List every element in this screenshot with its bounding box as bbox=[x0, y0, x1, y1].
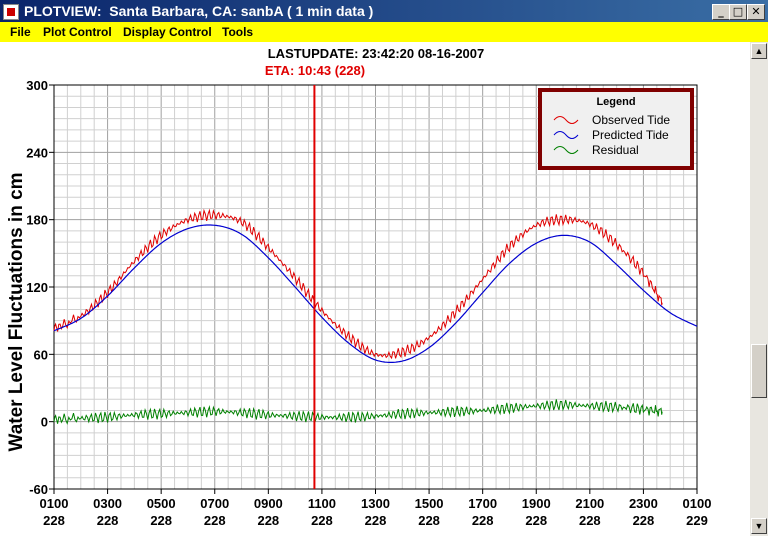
last-update-text: LASTUPDATE: 23:42:20 08-16-2007 bbox=[268, 46, 485, 61]
series-group bbox=[53, 208, 698, 425]
x-tick-label-day: 228 bbox=[43, 513, 65, 528]
legend-swatch bbox=[553, 131, 579, 139]
y-tick-label: 120 bbox=[26, 280, 48, 295]
x-tick-label-time: 1900 bbox=[522, 496, 551, 511]
x-tick-label-time: 0100 bbox=[40, 496, 69, 511]
y-tick-label: 60 bbox=[34, 347, 48, 362]
x-tick-label-time: 0500 bbox=[147, 496, 176, 511]
scroll-down-button[interactable]: ▼ bbox=[751, 518, 767, 534]
x-tick-label-time: 0100 bbox=[683, 496, 712, 511]
x-tick-label-time: 0900 bbox=[254, 496, 283, 511]
title-bar: PLOTVIEW: Santa Barbara, CA: sanbA ( 1 m… bbox=[0, 0, 768, 22]
legend-entry: Residual bbox=[592, 143, 639, 157]
tide-chart: LASTUPDATE: 23:42:20 08-16-2007 ETA: 10:… bbox=[6, 46, 711, 528]
minimize-button[interactable]: _ bbox=[712, 4, 730, 20]
y-tick-label: 240 bbox=[26, 145, 48, 160]
residual-line bbox=[53, 399, 663, 425]
y-tick-label: 0 bbox=[41, 415, 48, 430]
x-tick-label-day: 228 bbox=[579, 513, 601, 528]
scroll-up-button[interactable]: ▲ bbox=[751, 43, 767, 59]
menu-bar: File Plot Control Display Control Tools bbox=[0, 22, 768, 42]
x-tick-label-time: 1100 bbox=[308, 496, 336, 511]
legend-title: Legend bbox=[596, 96, 635, 108]
x-tick-label-time: 1500 bbox=[415, 496, 444, 511]
y-tick-label: 180 bbox=[26, 213, 48, 228]
y-tick-label: -60 bbox=[29, 482, 48, 497]
observed-tide-line bbox=[53, 208, 663, 360]
x-tick-label-day: 228 bbox=[257, 513, 279, 528]
menu-display-control[interactable]: Display Control bbox=[123, 25, 212, 39]
maximize-button[interactable]: □ bbox=[729, 4, 747, 20]
x-tick-label-day: 229 bbox=[686, 513, 708, 528]
y-axis-label: Water Level Fluctuations in cm bbox=[6, 172, 27, 451]
x-tick-label-time: 1300 bbox=[361, 496, 390, 511]
x-tick-label-time: 0300 bbox=[93, 496, 122, 511]
legend-entry: Observed Tide bbox=[592, 113, 670, 127]
x-tick-label-day: 228 bbox=[204, 513, 226, 528]
x-tick-label-day: 228 bbox=[311, 513, 333, 528]
x-tick-label-day: 228 bbox=[365, 513, 387, 528]
x-tick-label-time: 2100 bbox=[575, 496, 604, 511]
x-tick-label-day: 228 bbox=[97, 513, 119, 528]
legend-box bbox=[538, 88, 694, 170]
legend-entry: Predicted Tide bbox=[592, 128, 669, 142]
menu-tools[interactable]: Tools bbox=[222, 25, 254, 39]
x-tick-label-day: 228 bbox=[525, 513, 547, 528]
x-tick-label-day: 228 bbox=[472, 513, 494, 528]
menu-file[interactable]: File bbox=[10, 25, 31, 39]
scroll-thumb[interactable] bbox=[751, 344, 767, 398]
x-tick-label-time: 1700 bbox=[468, 496, 497, 511]
legend-swatch bbox=[553, 146, 579, 154]
x-tick-label-time: 2300 bbox=[629, 496, 658, 511]
x-tick-label-time: 0700 bbox=[200, 496, 229, 511]
x-tick-label-day: 228 bbox=[418, 513, 440, 528]
vertical-scrollbar[interactable]: ▲ ▼ bbox=[750, 42, 768, 536]
x-tick-label-day: 228 bbox=[633, 513, 655, 528]
window-title: PLOTVIEW: Santa Barbara, CA: sanbA ( 1 m… bbox=[24, 3, 374, 19]
legend-swatch bbox=[553, 116, 579, 124]
close-button[interactable]: ✕ bbox=[747, 4, 765, 20]
axes: -60 0 60 120 180 240 300 0100 228 0300 228 0500 228 0… bbox=[26, 78, 711, 528]
predicted-tide-line bbox=[53, 224, 698, 363]
eta-text: ETA: 10:43 (228) bbox=[265, 63, 365, 78]
x-tick-label-day: 228 bbox=[150, 513, 172, 528]
menu-plot-control[interactable]: Plot Control bbox=[43, 25, 112, 39]
app-icon[interactable] bbox=[3, 4, 19, 20]
grid bbox=[53, 84, 698, 490]
y-tick-label: 300 bbox=[26, 78, 48, 93]
